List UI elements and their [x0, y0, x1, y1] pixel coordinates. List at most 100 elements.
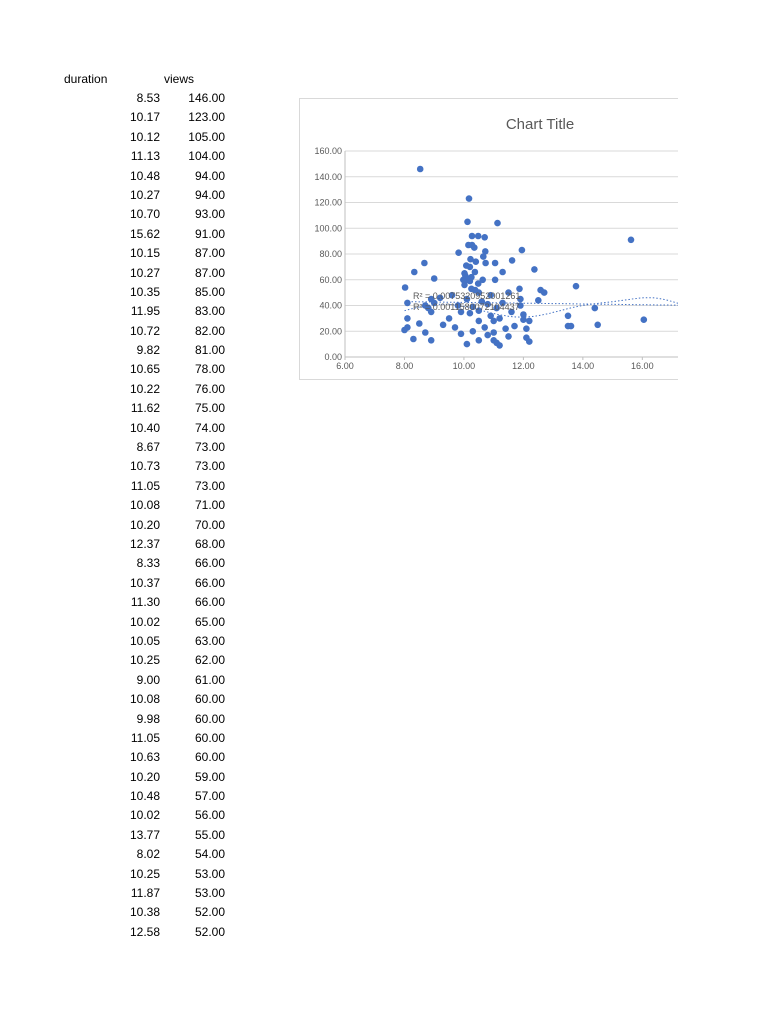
duration-cell[interactable]: 12.58 [129, 924, 160, 939]
data-point[interactable] [416, 165, 424, 173]
data-point[interactable] [491, 259, 499, 267]
data-point[interactable] [475, 289, 483, 296]
data-point[interactable] [404, 315, 411, 322]
r-squared-label[interactable]: R² = 0.0011580072104437 [413, 302, 520, 312]
data-point[interactable] [487, 312, 494, 320]
duration-cell[interactable]: 9.00 [136, 672, 160, 687]
views-cell[interactable]: 93.00 [194, 207, 225, 222]
duration-cell[interactable]: 13.77 [129, 827, 160, 842]
views-cell[interactable]: 53.00 [194, 866, 225, 881]
views-cell[interactable]: 60.00 [194, 692, 225, 707]
duration-cell[interactable]: 11.05 [130, 730, 160, 745]
duration-cell[interactable]: 8.67 [136, 440, 160, 455]
duration-cell[interactable]: 10.70 [129, 207, 160, 222]
data-point[interactable] [540, 289, 548, 296]
data-point[interactable] [427, 337, 435, 344]
data-point[interactable] [484, 300, 491, 308]
data-point[interactable] [421, 259, 428, 267]
data-point[interactable] [481, 324, 488, 331]
data-point[interactable] [472, 258, 480, 265]
data-point[interactable] [482, 259, 489, 267]
data-point[interactable] [467, 255, 474, 263]
data-point[interactable] [526, 317, 533, 325]
duration-cell[interactable]: 10.35 [129, 284, 160, 299]
duration-cell[interactable]: 10.63 [129, 750, 160, 765]
views-cell[interactable]: 85.00 [194, 284, 225, 299]
views-cell[interactable]: 60.00 [194, 730, 225, 745]
duration-cell[interactable]: 10.25 [129, 653, 160, 668]
views-cell[interactable]: 52.00 [194, 924, 225, 939]
data-point[interactable] [481, 234, 488, 241]
data-point[interactable] [482, 248, 489, 255]
data-point[interactable] [465, 195, 473, 202]
data-point[interactable] [499, 299, 506, 307]
views-cell[interactable]: 73.00 [194, 478, 225, 493]
views-cell[interactable]: 56.00 [194, 808, 225, 823]
duration-cell[interactable]: 10.08 [129, 498, 160, 513]
duration-cell[interactable]: 15.62 [129, 226, 160, 241]
data-point[interactable] [490, 317, 497, 325]
data-point[interactable] [471, 268, 479, 276]
data-point[interactable] [461, 281, 468, 289]
chart-title[interactable]: Chart Title [506, 116, 574, 133]
data-point[interactable] [427, 308, 435, 316]
data-point[interactable] [466, 263, 474, 271]
duration-cell[interactable]: 8.53 [136, 91, 160, 105]
duration-cell[interactable]: 11.62 [130, 401, 160, 416]
data-point[interactable] [496, 342, 503, 349]
duration-cell[interactable]: 10.08 [129, 692, 160, 707]
chart-area[interactable]: Chart Title 0.00 20.00 40.00 60.00 80.00 100.… [299, 98, 678, 380]
views-cell[interactable]: 62.00 [194, 653, 225, 668]
views-cell[interactable]: 60.00 [194, 711, 225, 726]
data-point[interactable] [474, 232, 482, 240]
data-point[interactable] [479, 276, 486, 284]
views-cell[interactable]: 81.00 [194, 343, 225, 358]
data-point[interactable] [401, 284, 409, 291]
data-point[interactable] [460, 276, 467, 284]
views-cell[interactable]: 82.00 [194, 323, 225, 338]
data-point[interactable] [502, 325, 509, 332]
data-point[interactable] [475, 307, 483, 314]
duration-cell[interactable]: 11.13 [130, 149, 160, 164]
views-cell[interactable]: 71.00 [194, 498, 225, 513]
data-point[interactable] [436, 294, 444, 302]
data-point[interactable] [478, 298, 486, 305]
data-point[interactable] [640, 316, 648, 323]
data-point[interactable] [520, 316, 527, 323]
data-point[interactable] [520, 311, 527, 318]
data-point[interactable] [448, 291, 456, 299]
data-point[interactable] [505, 289, 512, 296]
views-cell[interactable]: 94.00 [194, 187, 225, 202]
views-cell[interactable]: 54.00 [194, 847, 225, 862]
data-point[interactable] [487, 291, 494, 299]
data-point[interactable] [499, 268, 506, 276]
data-point[interactable] [463, 340, 471, 348]
data-point[interactable] [469, 328, 477, 335]
data-point[interactable] [468, 232, 476, 240]
data-point[interactable] [480, 253, 487, 260]
views-cell[interactable]: 91.00 [194, 226, 225, 241]
data-point[interactable] [469, 303, 477, 311]
duration-cell[interactable]: 11.87 [130, 886, 160, 901]
duration-cell[interactable]: 8.33 [136, 556, 160, 571]
data-point[interactable] [430, 275, 438, 282]
duration-cell[interactable]: 10.12 [129, 129, 160, 144]
views-cell[interactable]: 74.00 [194, 420, 225, 435]
data-point[interactable] [464, 218, 471, 226]
data-point[interactable] [416, 320, 423, 327]
views-cell[interactable]: 123.00 [188, 110, 225, 125]
views-cell[interactable]: 66.00 [194, 595, 225, 610]
data-point[interactable] [491, 276, 499, 284]
data-point[interactable] [594, 321, 601, 329]
views-cell[interactable]: 63.00 [194, 633, 225, 648]
data-point[interactable] [508, 257, 516, 264]
views-cell[interactable]: 57.00 [194, 789, 225, 804]
duration-cell[interactable]: 10.02 [129, 808, 160, 823]
views-cell[interactable]: 146.00 [188, 91, 225, 105]
views-cell[interactable]: 75.00 [194, 401, 225, 416]
views-cell[interactable]: 59.00 [194, 769, 225, 784]
data-point[interactable] [475, 337, 483, 344]
views-cell[interactable]: 83.00 [194, 304, 225, 319]
views-cell[interactable]: 73.00 [194, 459, 225, 474]
views-cell[interactable]: 78.00 [194, 362, 225, 377]
